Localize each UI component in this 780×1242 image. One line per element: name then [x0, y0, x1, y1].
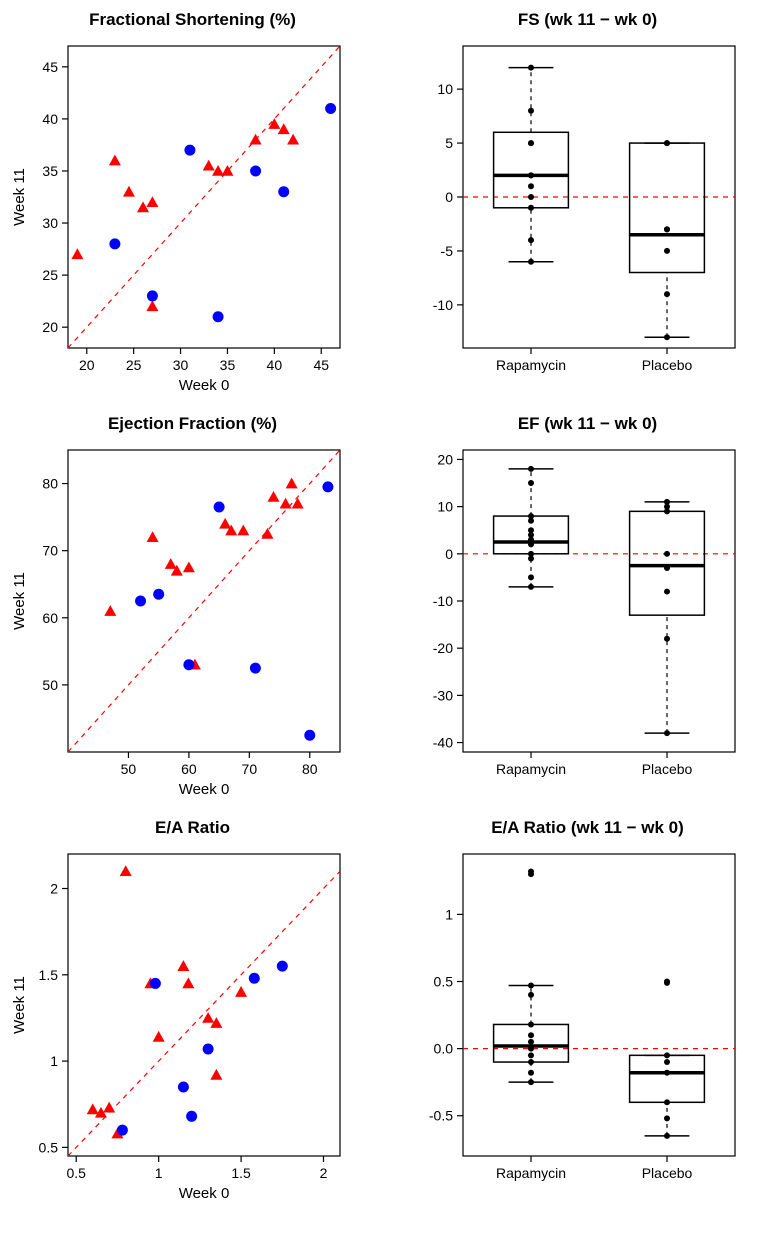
svg-text:20: 20 [42, 319, 58, 335]
svg-text:-10: -10 [433, 297, 453, 313]
svg-text:10: 10 [437, 499, 453, 515]
svg-text:70: 70 [242, 761, 258, 777]
svg-text:25: 25 [126, 357, 142, 373]
ef_scatter-svg: 50 60 70 80 50 60 70 80 Week 0 Week 11 [10, 440, 350, 800]
svg-text:35: 35 [220, 357, 236, 373]
ef_box: EF (wk 11 − wk 0) -40 -30 -20 -10 0 10 20 Rapamy… [405, 414, 770, 800]
svg-text:2: 2 [320, 1165, 328, 1181]
svg-text:0: 0 [445, 546, 453, 562]
fs_box-svg: -10 -5 0 5 10 Rapamycin Placebo [405, 36, 745, 396]
ea_box-svg: -0.5 0.0 0.5 1 Rapamycin Placebo [405, 844, 745, 1204]
svg-text:30: 30 [42, 215, 58, 231]
svg-text:Rapamycin: Rapamycin [496, 1165, 566, 1181]
svg-text:Rapamycin: Rapamycin [496, 357, 566, 373]
svg-text:1: 1 [50, 1053, 58, 1069]
ea_box-title: E/A Ratio (wk 11 − wk 0) [405, 818, 770, 838]
svg-text:0.5: 0.5 [39, 1139, 59, 1155]
ea_scatter: E/A Ratio 0.5 1 1.5 2 0.5 1 1.5 2 Week 0 Week 11 [10, 818, 375, 1204]
svg-text:35: 35 [42, 163, 58, 179]
svg-text:80: 80 [42, 476, 58, 492]
ef_scatter: Ejection Fraction (%) 50 60 70 80 50 60 70 80 Wee… [10, 414, 375, 800]
svg-text:1.5: 1.5 [39, 967, 59, 983]
svg-text:20: 20 [437, 451, 453, 467]
svg-text:40: 40 [267, 357, 283, 373]
svg-text:0.5: 0.5 [67, 1165, 87, 1181]
svg-text:2: 2 [50, 881, 58, 897]
svg-text:0.0: 0.0 [434, 1041, 454, 1057]
svg-text:50: 50 [121, 761, 137, 777]
svg-text:Week 0: Week 0 [179, 781, 230, 798]
svg-text:Week 0: Week 0 [179, 377, 230, 394]
svg-text:70: 70 [42, 543, 58, 559]
fs_scatter-svg: 20 25 30 35 40 45 20 25 30 35 40 45 Week 0 Week 11 [10, 36, 350, 396]
ea_box: E/A Ratio (wk 11 − wk 0) -0.5 0.0 0.5 1 Rapam… [405, 818, 770, 1204]
svg-text:30: 30 [173, 357, 189, 373]
svg-text:-20: -20 [433, 640, 453, 656]
svg-text:0.5: 0.5 [434, 974, 454, 990]
svg-text:-5: -5 [441, 243, 454, 259]
svg-text:-0.5: -0.5 [429, 1108, 453, 1124]
svg-text:Week 0: Week 0 [179, 1185, 230, 1202]
ef_box-svg: -40 -30 -20 -10 0 10 20 Rapamycin Placebo [405, 440, 745, 800]
svg-text:0: 0 [445, 189, 453, 205]
svg-text:Placebo: Placebo [642, 761, 693, 777]
fs_box: FS (wk 11 − wk 0) -10 -5 0 5 10 Rapamycin Place… [405, 10, 770, 396]
ef_box-title: EF (wk 11 − wk 0) [405, 414, 770, 434]
svg-text:45: 45 [42, 59, 58, 75]
svg-text:Week 11: Week 11 [11, 168, 28, 226]
svg-text:60: 60 [181, 761, 197, 777]
fs_scatter: Fractional Shortening (%)202530354045202… [10, 10, 375, 396]
svg-text:1.5: 1.5 [231, 1165, 251, 1181]
svg-text:1: 1 [445, 906, 453, 922]
svg-text:20: 20 [79, 357, 95, 373]
svg-text:Week 11: Week 11 [11, 572, 28, 630]
svg-text:80: 80 [302, 761, 318, 777]
svg-text:-40: -40 [433, 735, 453, 751]
svg-text:-10: -10 [433, 593, 453, 609]
svg-text:40: 40 [42, 111, 58, 127]
svg-text:Rapamycin: Rapamycin [496, 761, 566, 777]
svg-text:1: 1 [155, 1165, 163, 1181]
svg-text:Week 11: Week 11 [11, 976, 28, 1034]
fs_scatter-title: Fractional Shortening (%) [10, 10, 375, 30]
fs_box-title: FS (wk 11 − wk 0) [405, 10, 770, 30]
svg-text:-30: -30 [433, 687, 453, 703]
ef_scatter-title: Ejection Fraction (%) [10, 414, 375, 434]
svg-text:25: 25 [42, 267, 58, 283]
ea_scatter-title: E/A Ratio [10, 818, 375, 838]
svg-text:60: 60 [42, 610, 58, 626]
ea_scatter-svg: 0.5 1 1.5 2 0.5 1 1.5 2 Week 0 Week 11 [10, 844, 350, 1204]
svg-text:10: 10 [437, 81, 453, 97]
svg-text:Placebo: Placebo [642, 357, 693, 373]
svg-text:Placebo: Placebo [642, 1165, 693, 1181]
svg-text:45: 45 [313, 357, 329, 373]
svg-text:50: 50 [42, 677, 58, 693]
svg-text:5: 5 [445, 135, 453, 151]
